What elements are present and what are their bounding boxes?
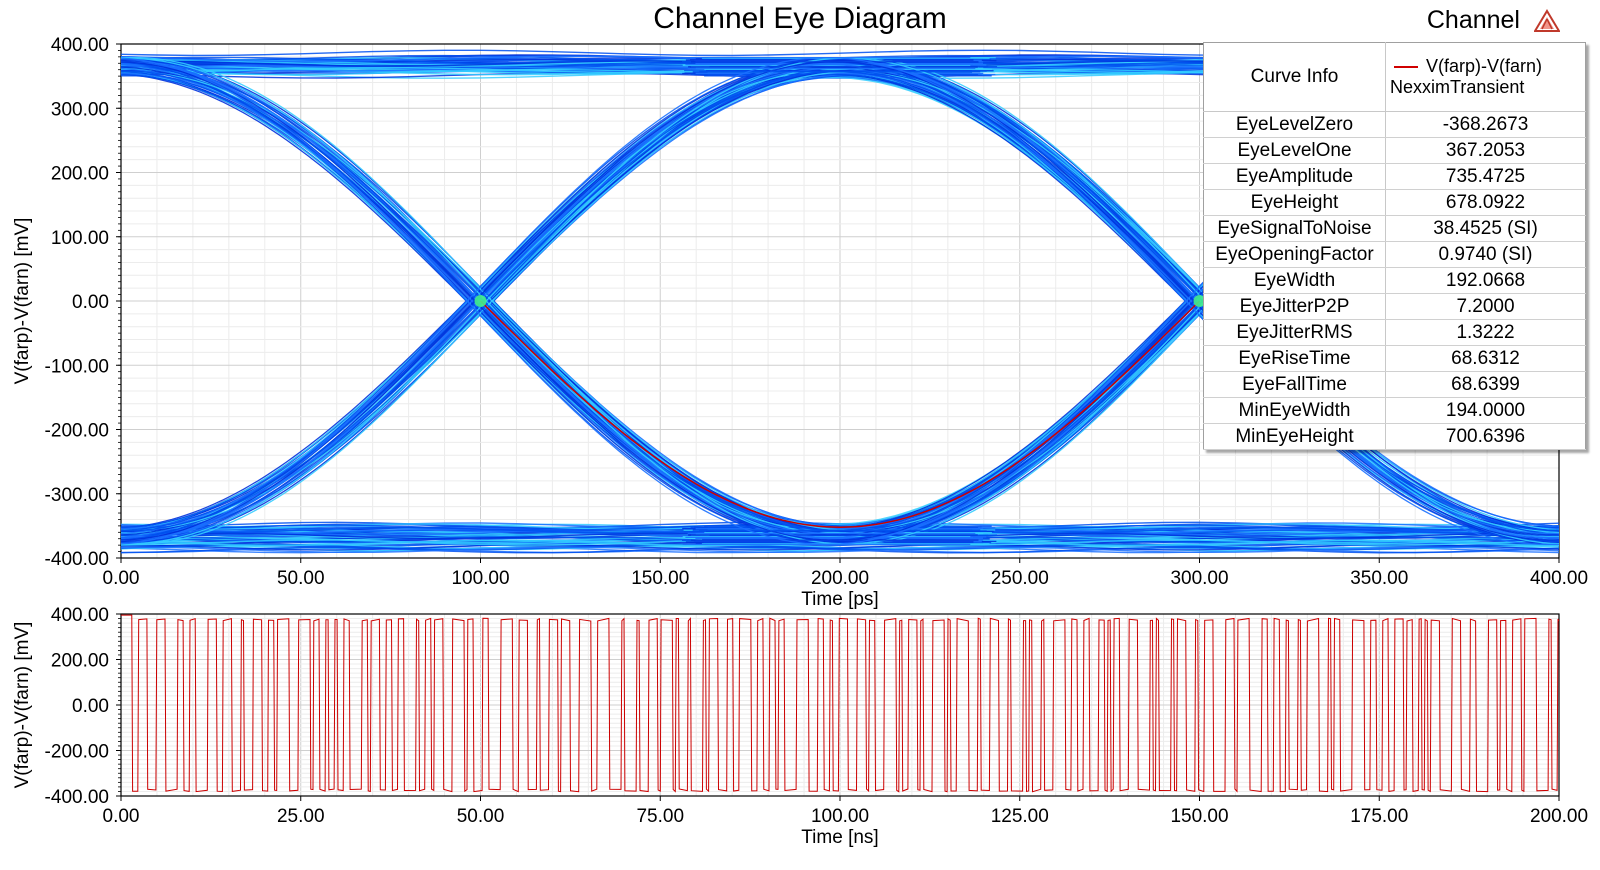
waveform-trace [121, 614, 1559, 793]
metric-label: EyeWidth [1203, 267, 1386, 294]
x-tick-label: 300.00 [1170, 568, 1228, 589]
metric-row: EyeLevelOne 367.2053 [1203, 137, 1586, 164]
legend-swatch [1394, 66, 1418, 69]
y-tick-label: 100.00 [51, 228, 109, 249]
eye-transition-trace [682, 56, 1559, 546]
metric-label: MinEyeHeight [1203, 423, 1386, 450]
metric-value: 192.0668 [1385, 267, 1586, 294]
metric-value: 68.6312 [1385, 345, 1586, 372]
metric-value: 1.3222 [1385, 319, 1586, 346]
y-tick-label: -300.00 [45, 485, 109, 506]
x-axis-label: Time [ns] [801, 827, 878, 848]
metric-value: 38.4525 (SI) [1385, 215, 1586, 242]
eye-reference-trace [479, 300, 1201, 528]
metric-row: EyeFallTime 68.6399 [1203, 371, 1586, 398]
metric-label: EyeHeight [1203, 189, 1386, 216]
metric-label: EyeRiseTime [1203, 345, 1386, 372]
metric-value: -368.2673 [1385, 111, 1586, 138]
y-tick-label: 0.00 [72, 696, 109, 717]
legend-series-source: NexximTransient [1390, 77, 1525, 97]
x-tick-label: 100.00 [451, 568, 509, 589]
grid-lines [120, 43, 1560, 559]
legend-series-name: V(farp)-V(farn) [1426, 56, 1543, 76]
metric-row: MinEyeHeight 700.6396 [1203, 423, 1586, 450]
x-tick-label: 75.00 [636, 806, 684, 827]
x-tick-label: 200.00 [1530, 806, 1588, 827]
y-tick-label: 200.00 [51, 164, 109, 185]
y-tick-label: 400.00 [51, 35, 109, 56]
legend-entry: V(farp)-V(farn) NexximTransient [1385, 42, 1586, 112]
transient-waveform-chart: 0.00 25.00 50.00 75.00 100.00 125.00 150.00 175… [12, 605, 1588, 848]
metric-row: EyeHeight 678.0922 [1203, 189, 1586, 216]
metric-label: EyeLevelZero [1203, 111, 1386, 138]
eye-transition-trace [687, 67, 1559, 535]
y-axis-label: V(farp)-V(farn) [mV] [12, 622, 33, 789]
x-axis-label: Time [ps] [801, 589, 878, 610]
x-tick-label: 0.00 [103, 568, 140, 589]
grid-lines [120, 613, 1560, 797]
x-tick-label: 350.00 [1350, 568, 1408, 589]
metric-value: 700.6396 [1385, 423, 1586, 450]
x-tick-label: 250.00 [991, 568, 1049, 589]
metric-value: 194.0000 [1385, 397, 1586, 424]
metric-value: 68.6399 [1385, 371, 1586, 398]
x-tick-label: 175.00 [1350, 806, 1408, 827]
x-tick-label: 100.00 [811, 806, 869, 827]
metric-label: EyeLevelOne [1203, 137, 1386, 164]
y-tick-label: -400.00 [45, 787, 109, 808]
metric-label: MinEyeWidth [1203, 397, 1386, 424]
curve-info-table: Curve Info V(farp)-V(farn) NexximTransie… [1203, 42, 1586, 450]
metric-value: 678.0922 [1385, 189, 1586, 216]
y-tick-label: 400.00 [51, 605, 109, 626]
y-tick-label: -200.00 [45, 421, 109, 442]
y-axis-label: V(farp)-V(farn) [mV] [12, 218, 33, 385]
metric-label: EyeSignalToNoise [1203, 215, 1386, 242]
x-tick-label: 125.00 [991, 806, 1049, 827]
y-tick-label: 300.00 [51, 99, 109, 120]
metric-value: 0.9740 (SI) [1385, 241, 1586, 268]
metric-row: EyeAmplitude 735.4725 [1203, 163, 1586, 190]
eye-level-zero-trace [121, 546, 1559, 554]
metric-row: EyeRiseTime 68.6312 [1203, 345, 1586, 372]
eye-level-zero-trace [121, 546, 1559, 554]
header-right: Channel [1427, 6, 1560, 35]
x-tick-label: 50.00 [277, 568, 325, 589]
metric-value: 367.2053 [1385, 137, 1586, 164]
metric-row: EyeOpeningFactor 0.9740 (SI) [1203, 241, 1586, 268]
x-tick-label: 0.00 [103, 806, 140, 827]
metric-value: 7.2000 [1385, 293, 1586, 320]
metric-row: EyeLevelZero -368.2673 [1203, 111, 1586, 138]
metric-label: EyeOpeningFactor [1203, 241, 1386, 268]
curve-info-header: Curve Info [1203, 42, 1386, 112]
metric-label: EyeAmplitude [1203, 163, 1386, 190]
channel-label: Channel [1426, 6, 1520, 34]
curve-info-header-row: Curve Info V(farp)-V(farn) NexximTransie… [1203, 42, 1586, 112]
x-tick-label: 200.00 [811, 568, 869, 589]
eye-crossing-point [1193, 295, 1206, 307]
metric-row: EyeWidth 192.0668 [1203, 267, 1586, 294]
metric-row: MinEyeWidth 194.0000 [1203, 397, 1586, 424]
y-tick-label: -400.00 [45, 549, 109, 570]
eye-transition-trace [121, 68, 976, 535]
y-tick-label: 0.00 [72, 292, 109, 313]
metric-row: EyeSignalToNoise 38.4525 (SI) [1203, 215, 1586, 242]
metric-row: EyeJitterP2P 7.2000 [1203, 293, 1586, 320]
x-tick-label: 50.00 [457, 806, 505, 827]
page-title: Channel Eye Diagram [653, 2, 947, 35]
metric-row: EyeJitterRMS 1.3222 [1203, 319, 1586, 346]
x-tick-label: 150.00 [631, 568, 689, 589]
x-tick-label: 150.00 [1170, 806, 1228, 827]
metric-label: EyeJitterRMS [1203, 319, 1386, 346]
x-tick-label: 400.00 [1530, 568, 1588, 589]
metric-label: EyeJitterP2P [1203, 293, 1386, 320]
x-tick-label: 25.00 [277, 806, 325, 827]
y-tick-label: -200.00 [45, 742, 109, 763]
y-tick-label: -100.00 [45, 356, 109, 377]
eye-transition-trace [121, 57, 971, 546]
y-tick-label: 200.00 [51, 651, 109, 672]
metric-value: 735.4725 [1385, 163, 1586, 190]
metric-label: EyeFallTime [1203, 371, 1386, 398]
ansys-logo-icon [1534, 8, 1560, 32]
eye-crossing-point [474, 295, 487, 307]
